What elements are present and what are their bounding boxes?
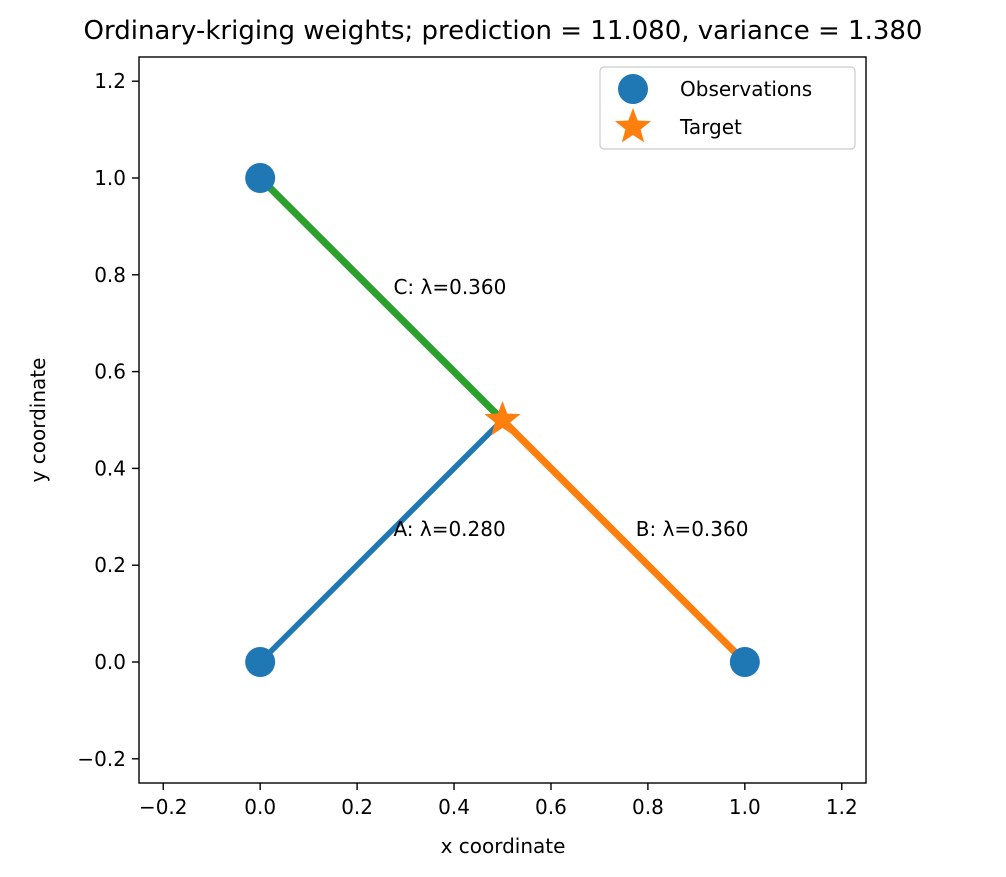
target-star xyxy=(484,401,521,436)
y-axis-label: y coordinate xyxy=(26,358,50,483)
legend-box xyxy=(599,66,856,150)
x-tick-label-1: 0.0 xyxy=(244,795,276,819)
weight-lines xyxy=(257,175,748,665)
legend-target-marker xyxy=(614,108,652,143)
x-tick-label-6: 1.0 xyxy=(729,795,761,819)
weight-line-2 xyxy=(257,175,506,423)
legend-observations-marker xyxy=(618,74,648,104)
y-tick-label-1: 0.0 xyxy=(94,650,126,674)
weight-annotation-0: A: λ=0.280 xyxy=(393,517,505,541)
plot-frame xyxy=(138,56,867,784)
chart-title: Ordinary-kriging weights; prediction = 1… xyxy=(84,16,923,46)
y-axis-ticks: −0.2 0.0 0.2 0.4 0.6 0.8 1.0 1.2 xyxy=(77,69,139,771)
y-tick-label-4: 0.6 xyxy=(94,360,126,384)
y-tick-label-3: 0.4 xyxy=(94,456,126,480)
y-tick-label-5: 0.8 xyxy=(94,263,126,287)
legend: Observations Target xyxy=(599,66,856,150)
legend-label-0: Observations xyxy=(680,77,812,101)
y-tick-label-0: −0.2 xyxy=(77,747,126,771)
y-tick-label-2: 0.2 xyxy=(94,553,126,577)
x-tick-label-7: 1.2 xyxy=(826,795,858,819)
weight-line-0 xyxy=(258,418,505,664)
observation-points xyxy=(245,163,760,677)
y-tick-label-6: 1.0 xyxy=(94,166,126,190)
weight-annotation-1: B: λ=0.360 xyxy=(636,517,749,541)
x-axis-label: x coordinate xyxy=(441,834,566,858)
legend-label-1: Target xyxy=(679,115,742,139)
weight-line-1 xyxy=(499,417,748,665)
observation-point-1 xyxy=(729,647,760,677)
observation-point-2 xyxy=(245,163,276,193)
x-tick-label-4: 0.6 xyxy=(535,795,567,819)
x-tick-label-3: 0.4 xyxy=(438,795,470,819)
x-tick-label-5: 0.8 xyxy=(632,795,664,819)
x-tick-label-2: 0.2 xyxy=(341,795,373,819)
x-tick-label-0: −0.2 xyxy=(139,795,188,819)
weight-annotation-2: C: λ=0.360 xyxy=(393,275,506,299)
y-tick-label-7: 1.2 xyxy=(94,69,126,93)
observation-point-0 xyxy=(245,647,276,677)
weight-annotations: A: λ=0.280 B: λ=0.360 C: λ=0.360 xyxy=(393,275,748,541)
x-axis-ticks: −0.2 0.0 0.2 0.4 0.6 0.8 1.0 1.2 xyxy=(139,783,858,819)
target-marker xyxy=(484,401,521,436)
